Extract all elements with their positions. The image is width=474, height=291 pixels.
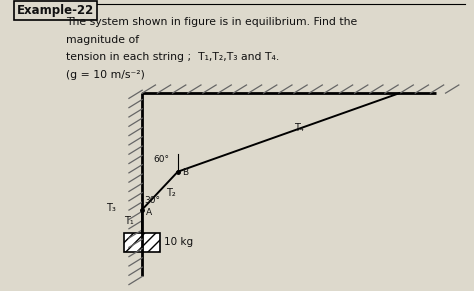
Text: The system shown in figure is in equilibrium. Find the: The system shown in figure is in equilib… — [66, 17, 357, 27]
Text: T₃: T₃ — [107, 203, 116, 213]
Text: tension in each string ;  T₁,T₂,T₃ and T₄.: tension in each string ; T₁,T₂,T₃ and T₄… — [66, 52, 280, 62]
Text: magnitude of: magnitude of — [66, 35, 139, 45]
Text: (g = 10 m/s⁻²): (g = 10 m/s⁻²) — [66, 70, 145, 80]
Bar — [124, 233, 160, 252]
Text: 10 kg: 10 kg — [164, 237, 193, 247]
Text: 30°: 30° — [145, 196, 161, 205]
Text: T₂: T₂ — [166, 188, 175, 198]
Text: Example-22: Example-22 — [17, 4, 94, 17]
Text: T₄: T₄ — [294, 123, 304, 133]
Text: T₁: T₁ — [124, 216, 134, 226]
Text: B: B — [182, 168, 189, 177]
Text: 60°: 60° — [153, 155, 169, 164]
Text: A: A — [146, 208, 152, 217]
